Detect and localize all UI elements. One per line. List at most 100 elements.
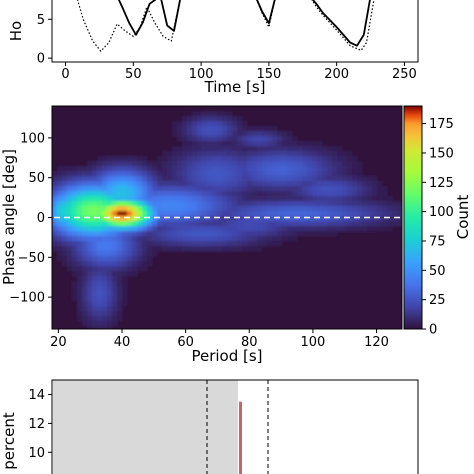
heatmap-cell [222, 221, 228, 227]
heatmap-cell [277, 176, 283, 182]
heatmap-cell [52, 241, 58, 247]
heatmap-cell [282, 196, 288, 202]
heatmap-cell [162, 206, 168, 212]
heatmap-cell [107, 261, 113, 267]
heatmap-cell [122, 201, 128, 207]
heatmap-cell [197, 191, 203, 197]
heatmap-cell [182, 206, 188, 212]
heatmap-cell [282, 161, 288, 167]
heatmap-cell [237, 181, 243, 187]
heatmap-cell [367, 196, 373, 202]
heatmap-cell [392, 211, 398, 217]
heatmap-cell [177, 241, 183, 247]
heatmap-cell [377, 186, 383, 192]
heatmap-cell [247, 216, 253, 222]
heatmap-cell [107, 236, 113, 242]
heatmap-cell [67, 176, 73, 182]
heatmap-cell [102, 246, 108, 252]
heatmap-cell [277, 186, 283, 192]
heatmap-cell [147, 166, 153, 172]
heatmap-cell [202, 156, 208, 162]
heatmap-cell [227, 111, 233, 117]
heatmap-cell [182, 221, 188, 227]
heatmap-cell [192, 201, 198, 207]
heatmap-cell [222, 216, 228, 222]
heatmap-cell [107, 171, 113, 177]
heatmap-cell [242, 226, 248, 232]
heatmap-cell [102, 291, 108, 297]
heatmap-cell [347, 211, 353, 217]
heatmap-cell [362, 196, 368, 202]
heatmap-cell [337, 211, 343, 217]
heatmap-cell [137, 211, 143, 217]
heatmap-cell [307, 226, 313, 232]
heatmap-cell [382, 206, 388, 212]
heatmap-cell [117, 166, 123, 172]
heatmap-cell [237, 171, 243, 177]
heatmap-cell [387, 206, 393, 212]
heatmap-cell [212, 141, 218, 147]
heatmap-cell [87, 281, 93, 287]
heatmap-cell [322, 161, 328, 167]
heatmap-cell [227, 241, 233, 247]
heatmap-cell [207, 186, 213, 192]
heatmap-cell [332, 191, 338, 197]
heatmap-cell [102, 256, 108, 262]
heatmap-cell [207, 121, 213, 127]
heatmap-cell [302, 181, 308, 187]
heatmap-cell [77, 211, 83, 217]
heatmap-cell [87, 206, 93, 212]
heatmap-cell [332, 201, 338, 207]
heatmap-cell [122, 181, 128, 187]
heatmap-cell [187, 221, 193, 227]
heatmap-cell [397, 201, 402, 207]
heatmap-cell [187, 206, 193, 212]
heatmap-cell [192, 176, 198, 182]
heatmap-cell [277, 216, 283, 222]
heatmap-cell [112, 281, 118, 287]
heatmap-cell [192, 246, 198, 252]
heatmap-cell [292, 151, 298, 157]
heatmap-cell [317, 161, 323, 167]
heatmap-cell [97, 291, 103, 297]
heatmap-cell [142, 261, 148, 267]
heatmap-cell [227, 161, 233, 167]
heatmap-cell [177, 236, 183, 242]
heatmap-cell [377, 221, 383, 227]
heatmap-cell [212, 136, 218, 142]
heatmap-cell [117, 221, 123, 227]
heatmap-cell [342, 216, 348, 222]
heatmap-cell [102, 161, 108, 167]
heatmap-cell [122, 271, 128, 277]
heatmap-cell [177, 246, 183, 252]
heatmap-cell [167, 246, 173, 252]
heatmap-cell [82, 226, 88, 232]
heatmap-cell [372, 196, 378, 202]
heatmap-cell [197, 171, 203, 177]
heatmap-cell [257, 151, 263, 157]
heatmap-cell [122, 221, 128, 227]
heatmap-cell [157, 161, 163, 167]
heatmap-cell [217, 136, 223, 142]
colorbar-tick-label: 75 [429, 234, 446, 249]
heatmap-cell [247, 166, 253, 172]
heatmap-cell [87, 296, 93, 302]
heatmap-cell [52, 181, 58, 187]
heatmap-cell [142, 206, 148, 212]
heatmap-cell [172, 161, 178, 167]
heatmap-cell [282, 136, 288, 142]
heatmap-cell [117, 231, 123, 237]
heatmap-cell [302, 176, 308, 182]
heatmap-cell [97, 236, 103, 242]
heatmap-cell [332, 211, 338, 217]
heatmap-cell [177, 181, 183, 187]
heatmap-cell [112, 216, 118, 222]
heatmap-cell [182, 136, 188, 142]
y-tick-label: −100 [9, 291, 45, 306]
heatmap-cell [62, 261, 68, 267]
heatmap-cell [197, 216, 203, 222]
x-tick-label: 250 [392, 67, 417, 82]
heatmap-cell [232, 151, 238, 157]
heatmap-cell [242, 141, 248, 147]
heatmap-cell [277, 181, 283, 187]
